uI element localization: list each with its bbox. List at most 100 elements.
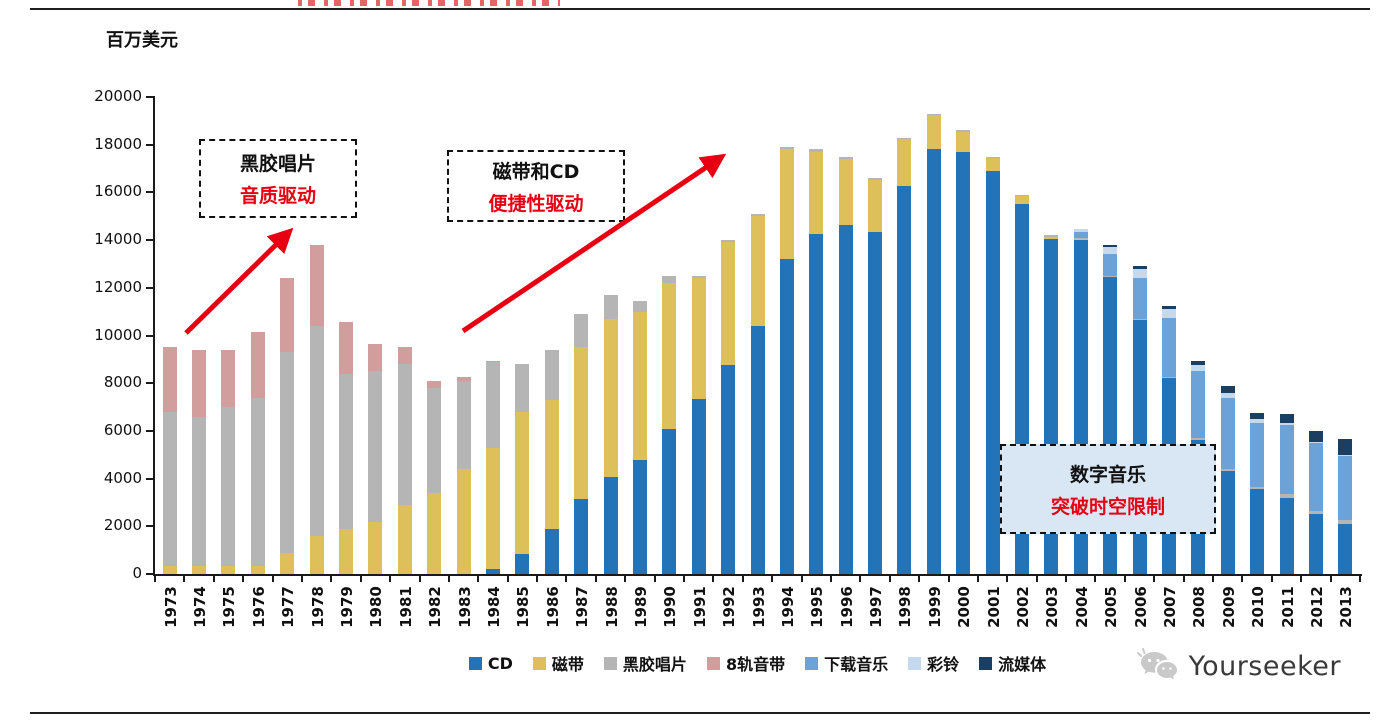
legend-label: 流媒体 (998, 655, 1047, 674)
bar-segment-1973-8轨音带 (162, 347, 177, 412)
x-axis-tick (771, 576, 774, 582)
bar-segment-2009-流媒体 (1220, 385, 1235, 393)
bar-segment-1989-磁带 (632, 311, 647, 460)
legend-item-流媒体: 流媒体 (979, 651, 1046, 675)
x-axis-label-1981: 1981 (396, 586, 415, 628)
x-axis-tick (653, 576, 656, 582)
legend-label: 下载音乐 (824, 655, 889, 674)
x-axis-label-1984: 1984 (484, 586, 503, 628)
bar-segment-1989-CD (632, 459, 647, 574)
bar-segment-2004-彩铃 (1073, 229, 1088, 232)
bar-segment-1978-8轨音带 (309, 244, 324, 326)
bar-segment-1998-磁带 (897, 138, 912, 187)
bar-segment-1980-磁带 (368, 521, 383, 574)
bar-segment-1993-CD (750, 325, 765, 574)
x-axis-label-2001: 2001 (984, 586, 1003, 628)
bar-segment-1978-黑胶唱片 (309, 325, 324, 536)
y-axis-label: 10000 (94, 325, 142, 344)
bar-segment-1975-黑胶唱片 (221, 407, 236, 566)
bar-segment-1983-8轨音带 (456, 377, 471, 381)
x-axis-label-1989: 1989 (631, 586, 650, 628)
x-axis-tick (1006, 576, 1009, 582)
annotation-line2: 音质驱动 (239, 185, 316, 207)
bar-segment-2004-黑胶唱片 (1073, 237, 1088, 239)
y-axis-label: 2000 (103, 516, 142, 535)
x-axis-label-2013: 2013 (1337, 586, 1356, 628)
y-axis-label: 12000 (94, 277, 142, 296)
y-axis-label: 0 (132, 564, 142, 582)
x-axis-tick (389, 576, 392, 582)
x-axis-label-2009: 2009 (1219, 586, 1238, 628)
x-axis-tick (506, 576, 509, 582)
bar-segment-1979-黑胶唱片 (339, 373, 354, 529)
y-axis-tick (146, 525, 154, 528)
bar-segment-1995-CD (809, 234, 824, 574)
bar-segment-1979-磁带 (339, 528, 354, 574)
bar-segment-1976-8轨音带 (250, 331, 265, 398)
x-axis-tick (741, 576, 744, 582)
bar-segment-1995-黑胶唱片 (809, 149, 824, 152)
bar-segment-2002-黑胶唱片 (1015, 194, 1029, 196)
bar-segment-1974-8轨音带 (192, 349, 207, 417)
bar-segment-1982-8轨音带 (427, 380, 442, 388)
x-axis-label-2000: 2000 (955, 586, 974, 628)
bar-segment-1975-磁带 (221, 565, 236, 574)
y-axis-tick (146, 429, 154, 432)
x-axis-label-1998: 1998 (896, 586, 915, 628)
bar-segment-2009-CD (1220, 471, 1235, 574)
x-axis-label-1974: 1974 (191, 586, 210, 628)
annotation-line1: 黑胶唱片 (239, 153, 316, 175)
y-axis-label: 16000 (94, 182, 142, 201)
x-axis-tick (1300, 576, 1303, 582)
legend-item-磁带: 磁带 (532, 651, 584, 675)
x-axis-label-2011: 2011 (1278, 586, 1297, 628)
x-axis-label-1980: 1980 (367, 586, 386, 628)
x-axis-label-1990: 1990 (661, 586, 680, 628)
y-axis-label: 14000 (94, 230, 142, 249)
bar-segment-2010-彩铃 (1250, 418, 1265, 423)
bar-segment-2007-彩铃 (1161, 309, 1176, 318)
y-axis-label: 8000 (103, 373, 142, 392)
y-axis-label: 4000 (103, 468, 142, 487)
x-axis-label-1999: 1999 (925, 586, 944, 628)
bar-segment-1996-磁带 (838, 159, 853, 225)
bar-segment-1975-8轨音带 (221, 349, 236, 408)
x-axis-tick (712, 576, 715, 582)
x-axis-tick (859, 576, 862, 582)
x-axis-line (153, 574, 1362, 576)
x-axis-tick (1065, 576, 1068, 582)
x-axis-label-2007: 2007 (1160, 586, 1179, 628)
x-axis-label-1987: 1987 (573, 586, 592, 628)
annotation-box-1: 黑胶唱片 音质驱动 (199, 139, 357, 218)
x-axis-tick (418, 576, 421, 582)
bar-segment-1992-黑胶唱片 (721, 240, 736, 243)
x-axis-tick (1241, 576, 1244, 582)
bar-segment-1996-黑胶唱片 (838, 156, 853, 159)
x-axis-tick (1329, 576, 1332, 582)
legend-item-黑胶唱片: 黑胶唱片 (603, 651, 687, 675)
x-axis-tick (330, 576, 333, 582)
x-axis-tick (594, 576, 597, 582)
bar-segment-2011-下载音乐 (1279, 424, 1294, 495)
bar-segment-1991-黑胶唱片 (691, 275, 706, 279)
legend-swatch (979, 656, 993, 670)
legend-label: 8轨音带 (725, 655, 786, 674)
bar-segment-2001-CD (985, 170, 1000, 574)
bar-segment-1980-8轨音带 (368, 343, 383, 372)
legend-item-下载音乐: 下载音乐 (805, 651, 888, 675)
bar-segment-2012-下载音乐 (1308, 442, 1323, 511)
x-axis-label-1975: 1975 (220, 586, 239, 628)
x-axis-label-1994: 1994 (778, 586, 797, 628)
x-axis-label-2003: 2003 (1043, 586, 1062, 628)
bar-segment-2011-彩铃 (1279, 422, 1294, 425)
annotation-line1: 数字音乐 (1069, 463, 1146, 486)
bar-segment-1981-磁带 (397, 504, 412, 574)
legend-swatch (908, 656, 922, 670)
bar-segment-1990-CD (662, 428, 677, 574)
bar-segment-1994-磁带 (779, 149, 794, 260)
bar-segment-1986-磁带 (544, 399, 559, 529)
bar-segment-1993-磁带 (750, 216, 765, 326)
x-axis-tick (1153, 576, 1156, 582)
